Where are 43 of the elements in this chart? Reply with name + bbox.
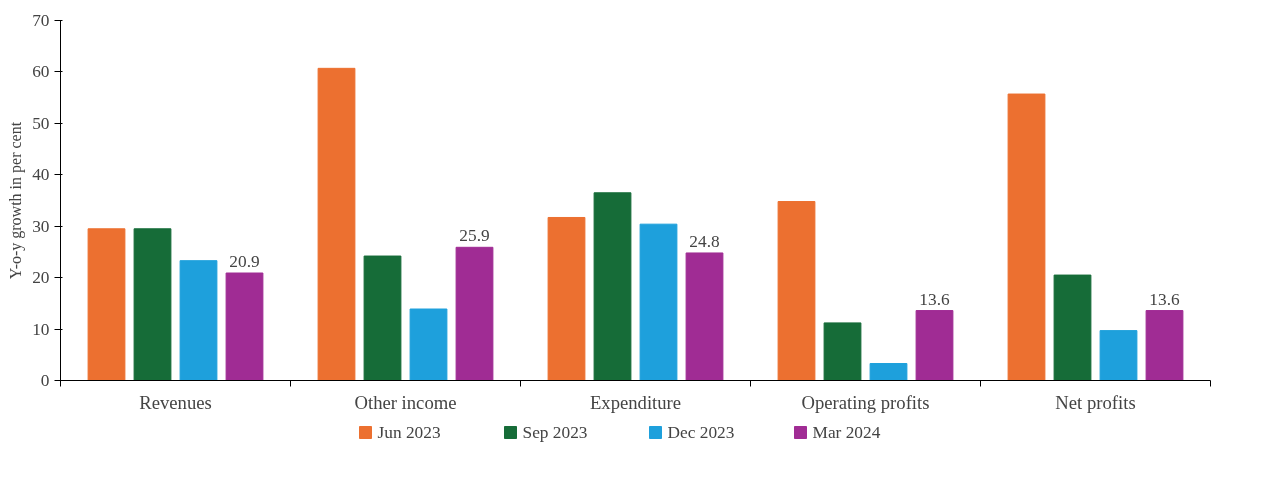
data-label: 20.9	[229, 252, 260, 272]
bar	[1145, 310, 1184, 381]
bar	[639, 223, 678, 381]
bar	[87, 228, 126, 381]
y-axis-title: Y-o-y growth in per cent	[7, 121, 26, 280]
bar	[869, 363, 908, 381]
data-label: 24.8	[689, 231, 720, 251]
x-tick-label: Revenues	[139, 391, 212, 413]
data-label: 13.6	[1149, 289, 1180, 309]
legend-label: Jun 2023	[377, 423, 441, 442]
x-tick-label: Other income	[354, 391, 457, 413]
legend-label: Mar 2024	[812, 423, 881, 442]
y-tick-label: 30	[32, 216, 50, 236]
bar	[409, 308, 448, 381]
bar	[317, 67, 356, 381]
bar	[179, 260, 218, 381]
bar	[685, 252, 724, 381]
y-tick-label: 60	[32, 62, 50, 82]
bar	[823, 322, 862, 381]
bar	[915, 310, 954, 381]
bar	[133, 228, 172, 381]
bar	[547, 216, 586, 381]
x-tick-label: Operating profits	[801, 391, 930, 413]
bar	[455, 246, 494, 381]
legend-label: Dec 2023	[667, 423, 735, 442]
y-tick-label: 50	[32, 113, 50, 133]
y-tick-label: 20	[32, 268, 50, 288]
legend-label: Sep 2023	[522, 423, 588, 442]
bar	[1053, 274, 1092, 381]
bar	[1099, 330, 1138, 381]
y-tick-label: 0	[40, 371, 50, 390]
x-tick-label: Expenditure	[589, 391, 682, 413]
data-label: 13.6	[919, 289, 950, 309]
y-tick-label: 40	[32, 165, 50, 185]
y-tick-label: 10	[32, 319, 50, 339]
y-tick-label: 70	[32, 11, 50, 30]
bar	[777, 201, 816, 381]
x-tick-label: Net profits	[1055, 391, 1136, 413]
bar	[363, 255, 402, 381]
bar	[1007, 93, 1046, 381]
bar	[225, 272, 264, 381]
bar	[593, 192, 632, 381]
data-label: 25.9	[459, 226, 490, 246]
